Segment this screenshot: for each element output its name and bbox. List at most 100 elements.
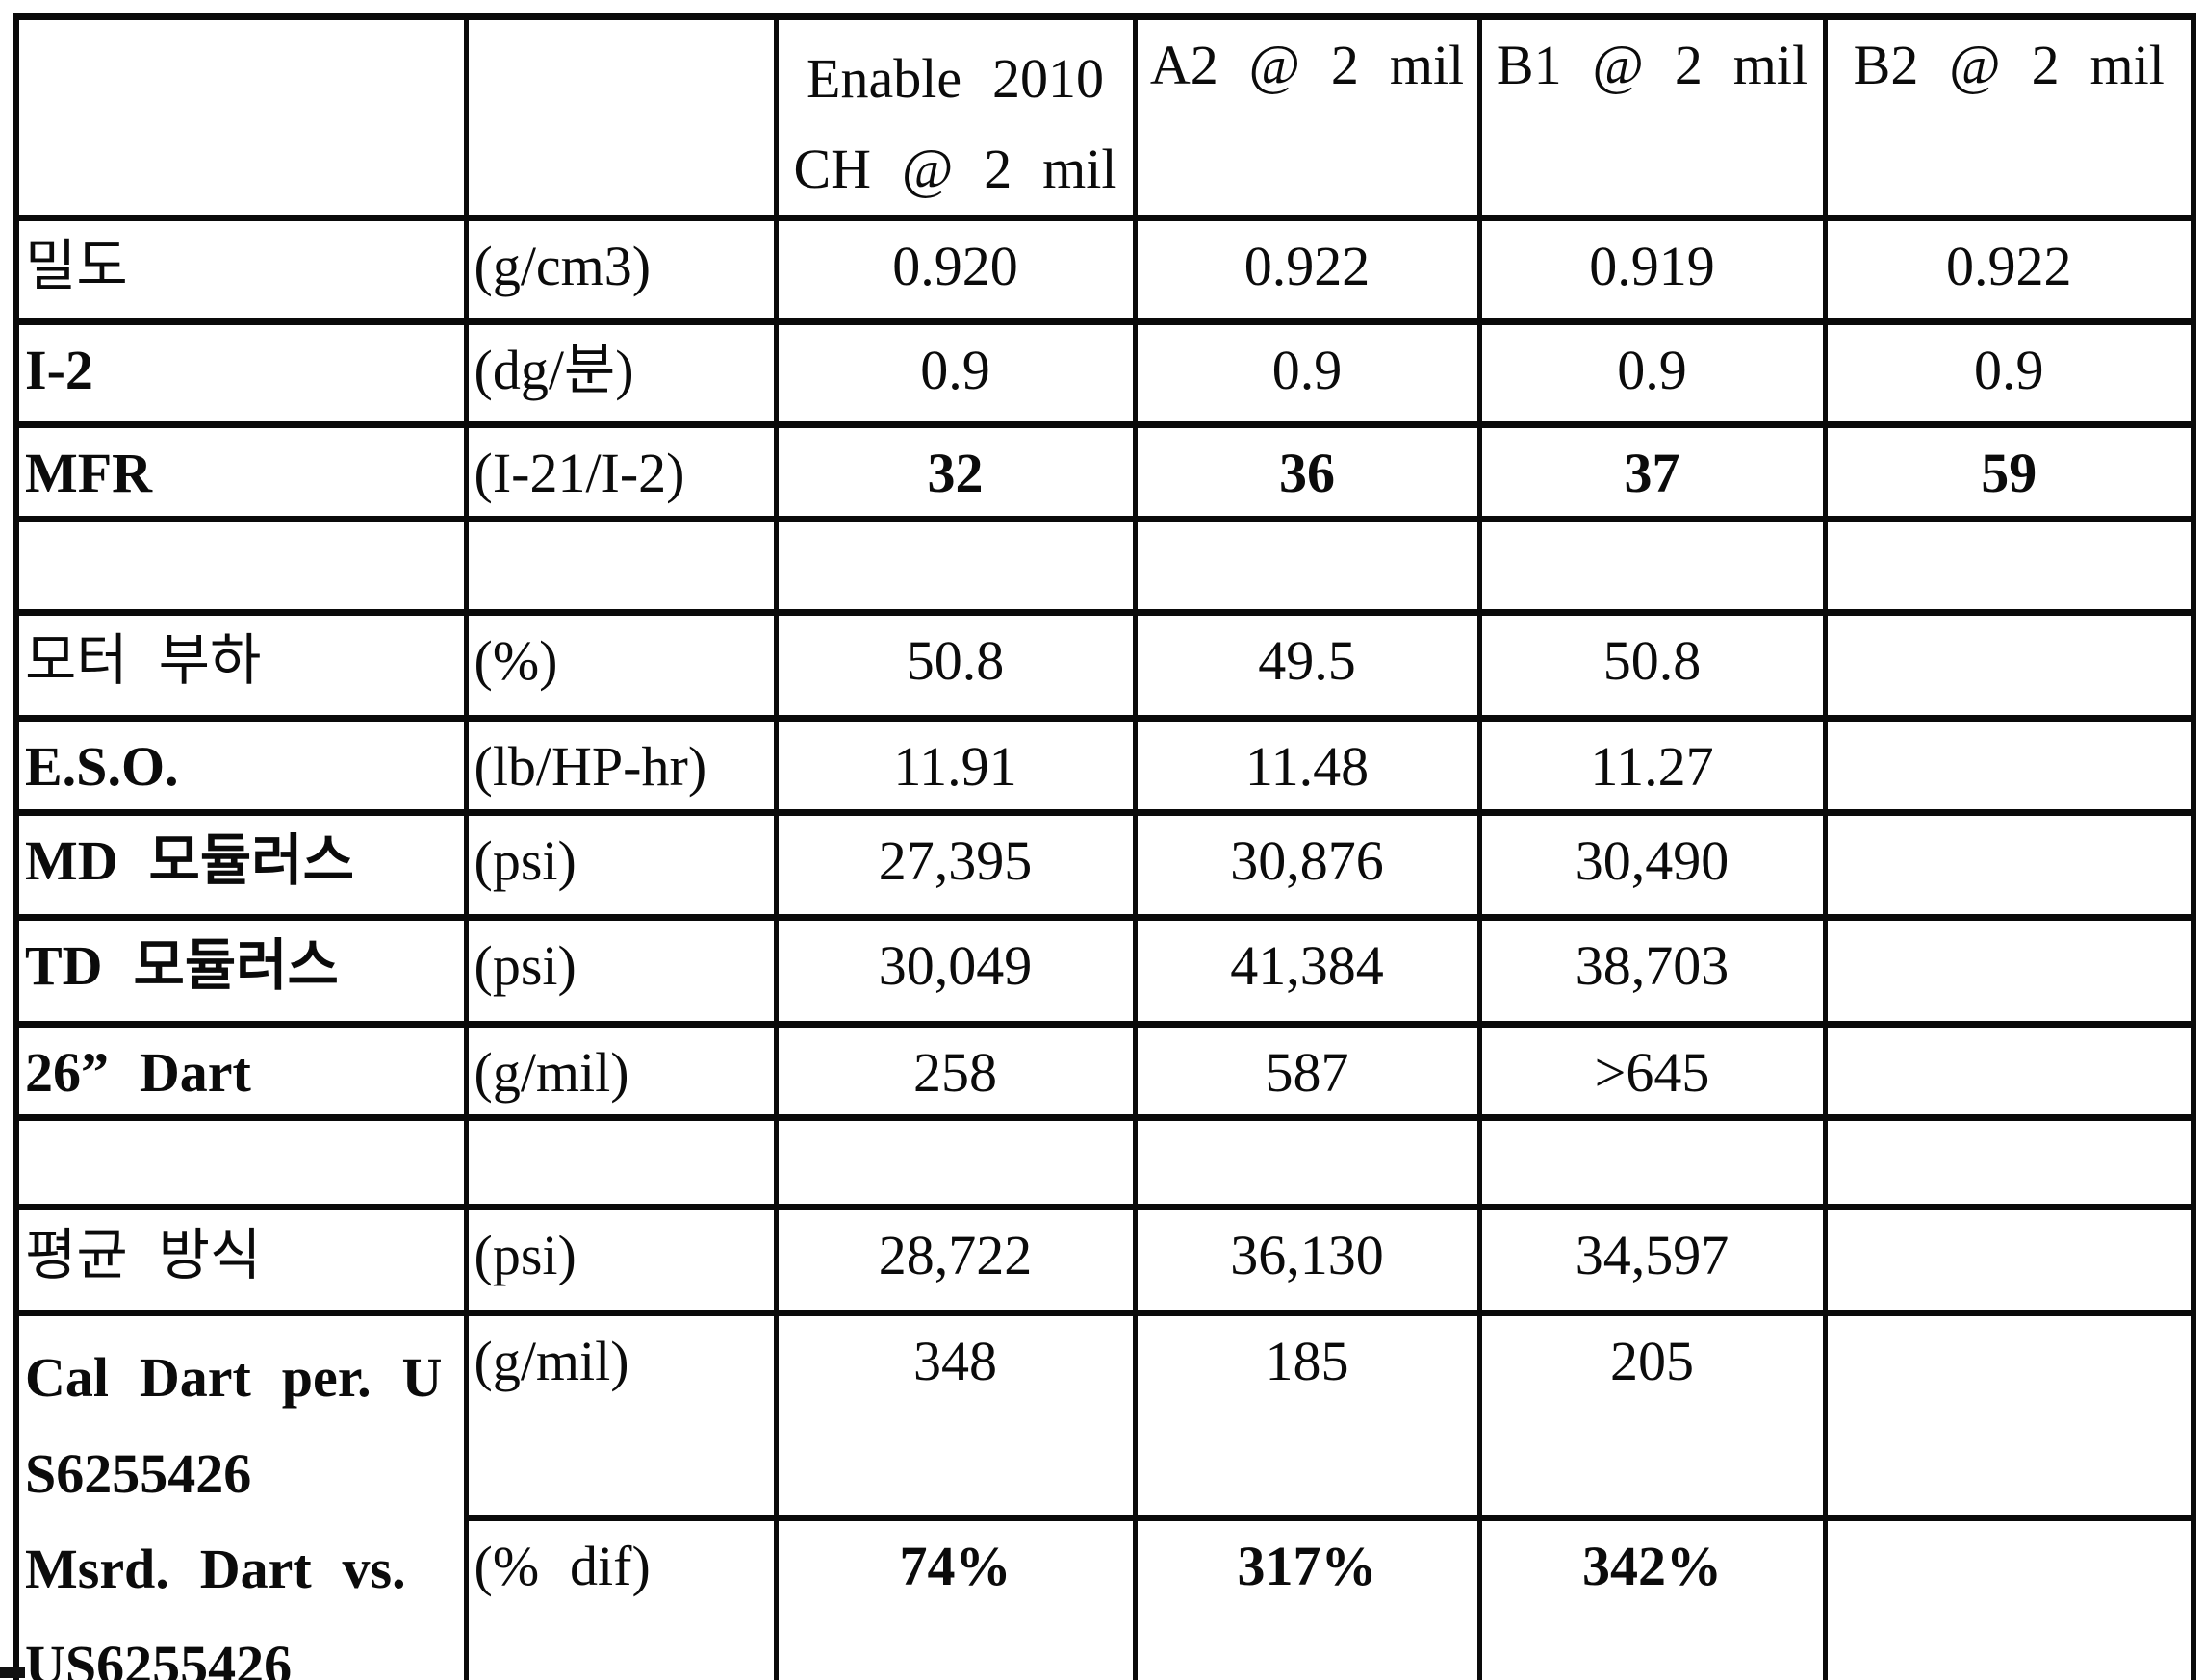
- film-properties-table: Enable 2010 CH @ 2 mil A2 @ 2 mil B1 @ 2…: [13, 13, 2196, 1680]
- value-cell-b1: 0.9: [1476, 318, 1828, 428]
- value-cell-a2: 0.9: [1132, 318, 1482, 428]
- value-cell-a2: 587: [1132, 1020, 1482, 1121]
- value-cell-enable2010: 258: [773, 1020, 1138, 1121]
- value-cell-a2: 49.5: [1132, 608, 1482, 722]
- value-cell-b2: [1822, 808, 2196, 921]
- empty-cell: [773, 515, 1138, 616]
- header-enable2010-cell: Enable 2010 CH @ 2 mil: [773, 13, 1138, 221]
- cal-dart-label-line2: S6255426: [25, 1441, 252, 1505]
- property-label-cell: TD 모듈러스: [13, 913, 469, 1028]
- value-cell-enable2010: 74%: [773, 1514, 1138, 1680]
- value-cell-a2: 36: [1132, 420, 1482, 522]
- row-i2: I-2 (dg/분) 0.9 0.9 0.9 0.9: [13, 318, 2196, 428]
- property-label-cell: E.S.O.: [13, 714, 469, 816]
- value-cell-b1: 50.8: [1476, 608, 1828, 722]
- value-cell-b2: [1822, 1203, 2196, 1316]
- value-cell-enable2010: 32: [773, 420, 1138, 522]
- value-cell-b2: 0.922: [1822, 214, 2196, 325]
- header-row: Enable 2010 CH @ 2 mil A2 @ 2 mil B1 @ 2…: [13, 13, 2196, 221]
- value-cell-enable2010: 30,049: [773, 913, 1138, 1028]
- header-enable2010-line2: CH @ 2 mil: [793, 137, 1117, 200]
- property-label-cell: 26” Dart: [13, 1020, 469, 1121]
- merged-dart-label-cell: Cal Dart per. U S6255426 Msrd. Dart vs. …: [13, 1309, 469, 1680]
- value-cell-b1: 34,597: [1476, 1203, 1828, 1316]
- header-property-cell: [13, 13, 469, 221]
- msrd-dart-label-line1: Msrd. Dart vs.: [25, 1538, 406, 1601]
- empty-cell: [463, 1113, 779, 1210]
- header-unit-cell: [463, 13, 779, 221]
- row-cal-dart: Cal Dart per. U S6255426 Msrd. Dart vs. …: [13, 1309, 2196, 1680]
- property-label-cell: 모터 부하: [13, 608, 469, 722]
- header-a2-cell: A2 @ 2 mil: [1132, 13, 1482, 221]
- property-label-cell: 평균 방식: [13, 1203, 469, 1316]
- value-cell-b2: [1822, 913, 2196, 1028]
- unit-cell: (%): [463, 608, 779, 722]
- row-msrd-dart: (% dif) 74% 317% 342%: [16, 1514, 2196, 1680]
- row-spacer: [13, 1113, 2196, 1210]
- value-cell-b2: 59: [1822, 420, 2196, 522]
- value-cell-a2: 36,130: [1132, 1203, 1482, 1316]
- value-cell-b2: [1822, 608, 2196, 722]
- value-cell-enable2010: 348: [773, 1309, 1138, 1521]
- row-mfr: MFR (I-21/I-2) 32 36 37 59: [13, 420, 2196, 522]
- property-label-cell: MD 모듈러스: [13, 808, 469, 921]
- empty-cell: [1822, 515, 2196, 616]
- value-cell-b2: [1822, 1514, 2196, 1680]
- cal-dart-label-line1: Cal Dart per. U: [25, 1345, 443, 1409]
- value-cell-enable2010: 0.9: [773, 318, 1138, 428]
- msrd-dart-label-line2: US6255426: [25, 1634, 293, 1680]
- value-cell-enable2010: 28,722: [773, 1203, 1138, 1316]
- empty-cell: [1132, 1113, 1482, 1210]
- value-cell-b1: >645: [1476, 1020, 1828, 1121]
- empty-cell: [13, 1113, 469, 1210]
- header-b2-cell: B2 @ 2 mil: [1822, 13, 2196, 221]
- unit-cell: (% dif): [463, 1514, 779, 1680]
- row-density: 밀도 (g/cm3) 0.920 0.922 0.919 0.922: [13, 214, 2196, 325]
- header-enable2010-line1: Enable 2010: [807, 47, 1104, 110]
- value-cell-enable2010: 11.91: [773, 714, 1138, 816]
- empty-cell: [1476, 1113, 1828, 1210]
- empty-cell: [1132, 515, 1482, 616]
- property-label-cell: I-2: [13, 318, 469, 428]
- value-cell-b1: 30,490: [1476, 808, 1828, 921]
- empty-cell: [773, 1113, 1138, 1210]
- property-label-cell: MFR: [13, 420, 469, 522]
- header-b1-cell: B1 @ 2 mil: [1476, 13, 1828, 221]
- row-td-modulus: TD 모듈러스 (psi) 30,049 41,384 38,703: [13, 913, 2196, 1028]
- value-cell-b2: 0.9: [1822, 318, 2196, 428]
- unit-cell: (g/mil): [463, 1020, 779, 1121]
- row-eso: E.S.O. (lb/HP-hr) 11.91 11.48 11.27: [13, 714, 2196, 816]
- property-label-cell: 밀도: [13, 214, 469, 325]
- value-cell-enable2010: 0.920: [773, 214, 1138, 325]
- row-motor-load: 모터 부하 (%) 50.8 49.5 50.8: [13, 608, 2196, 722]
- unit-cell: (psi): [463, 913, 779, 1028]
- value-cell-a2: 11.48: [1132, 714, 1482, 816]
- scan-artifact: [0, 1667, 25, 1678]
- value-cell-b1: 342%: [1476, 1514, 1828, 1680]
- value-cell-a2: 41,384: [1132, 913, 1482, 1028]
- value-cell-b2: [1822, 1020, 2196, 1121]
- unit-cell: (g/cm3): [463, 214, 779, 325]
- empty-cell: [1822, 1113, 2196, 1210]
- unit-cell: (dg/분): [463, 318, 779, 428]
- row-spacer: [13, 515, 2196, 616]
- empty-cell: [13, 515, 469, 616]
- value-cell-b1: 37: [1476, 420, 1828, 522]
- row-dart: 26” Dart (g/mil) 258 587 >645: [13, 1020, 2196, 1121]
- unit-cell: (I-21/I-2): [463, 420, 779, 522]
- row-average: 평균 방식 (psi) 28,722 36,130 34,597: [13, 1203, 2196, 1316]
- empty-cell: [463, 515, 779, 616]
- value-cell-a2: 185: [1132, 1309, 1482, 1521]
- unit-cell: (psi): [463, 1203, 779, 1316]
- value-cell-b1: 11.27: [1476, 714, 1828, 816]
- value-cell-b2: [1822, 1309, 2196, 1521]
- value-cell-b1: 38,703: [1476, 913, 1828, 1028]
- value-cell-a2: 317%: [1132, 1514, 1482, 1680]
- value-cell-a2: 30,876: [1132, 808, 1482, 921]
- value-cell-b2: [1822, 714, 2196, 816]
- value-cell-enable2010: 27,395: [773, 808, 1138, 921]
- empty-cell: [1476, 515, 1828, 616]
- unit-cell: (psi): [463, 808, 779, 921]
- row-md-modulus: MD 모듈러스 (psi) 27,395 30,876 30,490: [13, 808, 2196, 921]
